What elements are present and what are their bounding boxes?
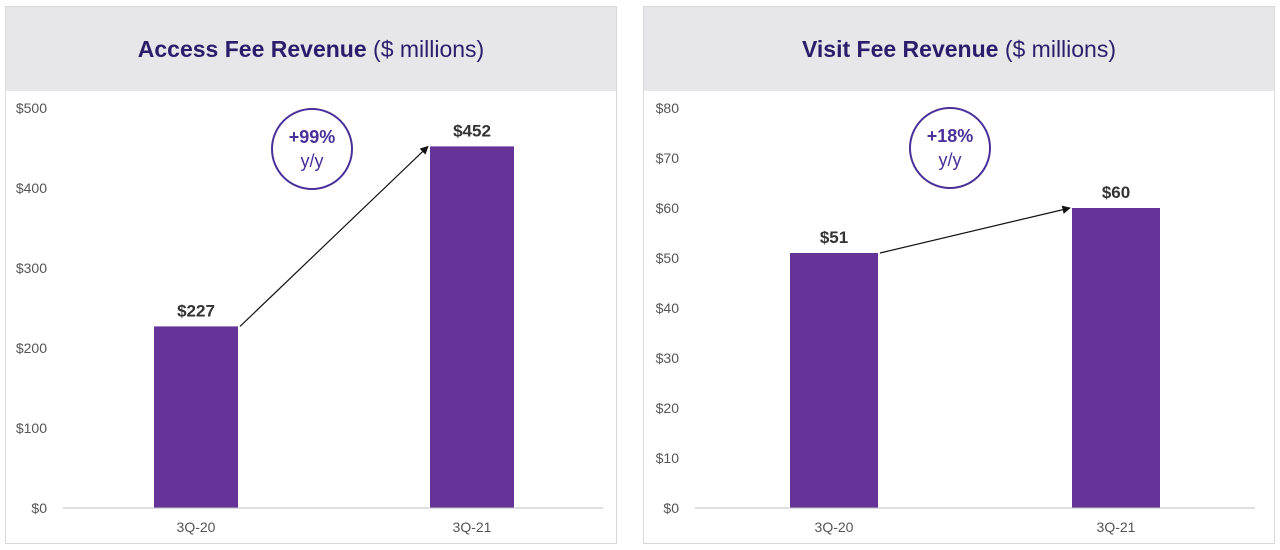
y-tick-label: $10 bbox=[656, 450, 680, 466]
growth-arrow bbox=[239, 145, 429, 327]
chart-header: Visit Fee Revenue ($ millions) bbox=[644, 7, 1274, 91]
chart-title-main: Access Fee Revenue bbox=[137, 35, 367, 62]
data-label: $51 bbox=[820, 228, 848, 247]
growth-value: +99% bbox=[289, 127, 336, 147]
x-tick-label: 3Q-20 bbox=[177, 519, 216, 535]
chart-title-unit: ($ millions) bbox=[373, 35, 485, 62]
y-tick-label: $30 bbox=[656, 350, 680, 366]
y-tick-label: $0 bbox=[31, 500, 47, 516]
data-label: $452 bbox=[453, 121, 491, 140]
chart-header: Access Fee Revenue ($ millions) bbox=[6, 7, 616, 91]
y-tick-label: $40 bbox=[656, 300, 680, 316]
bar bbox=[154, 326, 238, 508]
chart-title-main: Visit Fee Revenue bbox=[801, 35, 999, 62]
bar bbox=[790, 253, 878, 508]
chart-title-unit: ($ millions) bbox=[1004, 35, 1117, 62]
y-tick-label: $200 bbox=[16, 340, 47, 356]
bar bbox=[1072, 208, 1160, 508]
visit-fee-chart: $0 $10 $20 $30 $40 $50 $60 $70 $80 $51 3Q-20 $60 3Q-… bbox=[656, 100, 1255, 535]
data-label: $227 bbox=[177, 301, 215, 320]
growth-badge bbox=[271, 108, 353, 190]
y-tick-label: $50 bbox=[656, 250, 680, 266]
y-tick-label: $0 bbox=[663, 500, 679, 516]
y-tick-label: $20 bbox=[656, 400, 680, 416]
growth-unit: y/y bbox=[938, 150, 961, 170]
data-label: $60 bbox=[1102, 183, 1130, 202]
x-tick-label: 3Q-21 bbox=[453, 519, 492, 535]
bar bbox=[430, 146, 514, 508]
y-tick-label: $80 bbox=[656, 100, 680, 116]
y-tick-label: $400 bbox=[16, 180, 47, 196]
y-tick-label: $70 bbox=[656, 150, 680, 166]
growth-arrow bbox=[879, 205, 1071, 254]
x-tick-label: 3Q-20 bbox=[815, 519, 854, 535]
x-tick-label: 3Q-21 bbox=[1097, 519, 1136, 535]
y-tick-label: $300 bbox=[16, 260, 47, 276]
growth-value: +18% bbox=[927, 126, 974, 146]
growth-unit: y/y bbox=[300, 151, 323, 171]
y-tick-label: $100 bbox=[16, 420, 47, 436]
y-tick-label: $60 bbox=[656, 200, 680, 216]
visit-fee-panel: Visit Fee Revenue ($ millions) $0 $10 $20 $… bbox=[643, 6, 1275, 544]
access-fee-panel: Access Fee Revenue ($ millions) $0 $100 $2… bbox=[5, 6, 617, 544]
chart-title: Visit Fee Revenue ($ millions) bbox=[802, 36, 1116, 63]
growth-badge bbox=[909, 107, 991, 189]
chart-title: Access Fee Revenue ($ millions) bbox=[138, 36, 484, 63]
y-tick-label: $500 bbox=[16, 100, 47, 116]
access-fee-chart: $0 $100 $200 $300 $400 $500 $227 3Q-20 $452 3Q-21… bbox=[16, 100, 603, 535]
